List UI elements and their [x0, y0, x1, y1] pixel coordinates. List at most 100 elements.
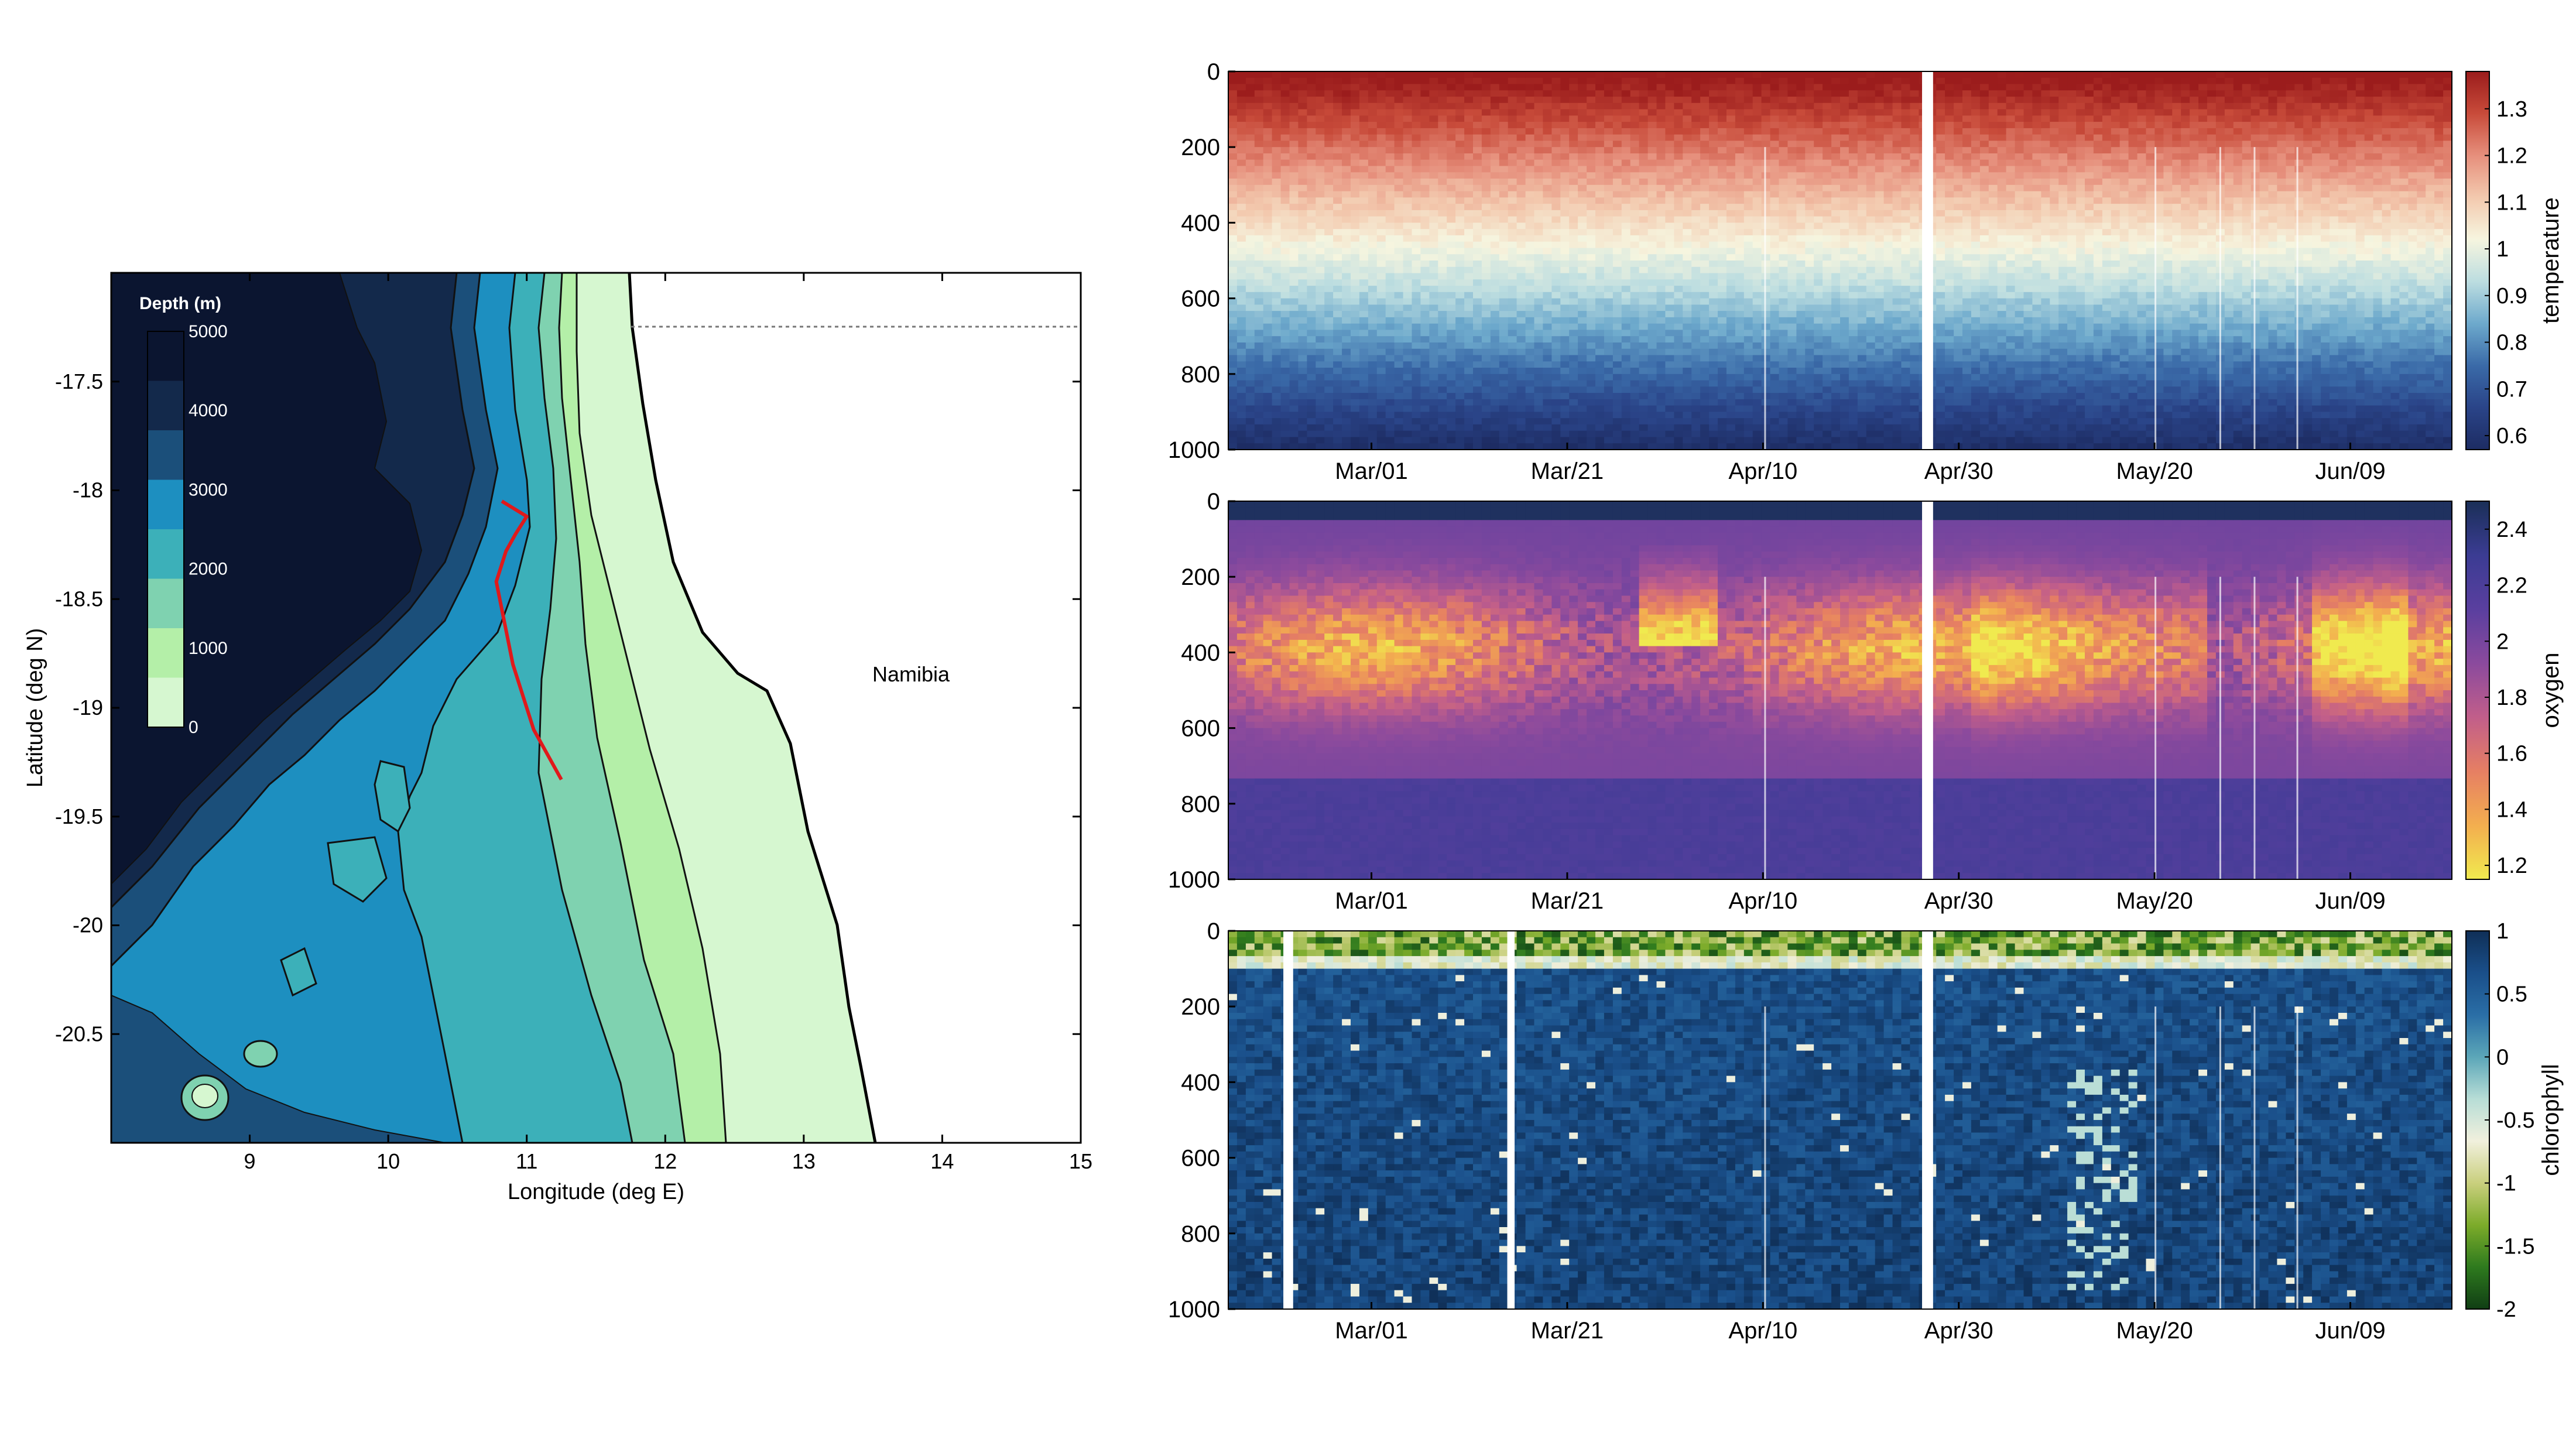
temperature-cell [1902, 336, 1911, 343]
temperature-cell [1491, 355, 1500, 362]
temperature-cell [1368, 204, 1378, 211]
temperature-cell [1902, 418, 1911, 425]
temperature-cell [1735, 128, 1745, 135]
temperature-cell [1700, 147, 1710, 154]
temperature-cell [1779, 166, 1789, 173]
temperature-cell [1359, 71, 1369, 78]
temperature-cell [1438, 248, 1447, 255]
temperature-cell [1543, 424, 1552, 431]
temperature-cell [1639, 115, 1649, 122]
temperature-cell [1420, 229, 1430, 236]
temperature-cell [1691, 393, 1701, 400]
temperature-cell [1237, 324, 1246, 331]
temperature-cell [1665, 248, 1674, 255]
temperature-cell [1482, 355, 1491, 362]
temperature-cell [1455, 336, 1465, 343]
temperature-cell [1246, 304, 1255, 311]
temperature-cell [1420, 324, 1430, 331]
temperature-cell [1403, 222, 1413, 229]
temperature-cell [1787, 210, 1797, 217]
temperature-cell [1377, 418, 1386, 425]
temperature-cell [1298, 179, 1307, 186]
temperature-cell [1368, 304, 1378, 311]
temperature-cell [1823, 90, 1832, 97]
temperature-cell [1831, 393, 1841, 400]
temperature-cell [1718, 128, 1727, 135]
temperature-cell [1386, 185, 1395, 192]
temperature-cell [1272, 361, 1282, 368]
temperature-cell [1290, 115, 1299, 122]
temperature-cell [1263, 273, 1273, 280]
temperature-cell [1281, 204, 1290, 211]
temperature-cell [1770, 336, 1780, 343]
temperature-cell [1342, 172, 1351, 179]
temperature-cell [1866, 210, 1876, 217]
temperature-cell [1228, 71, 1238, 78]
temperature-cell [1630, 279, 1640, 286]
temperature-cell [1272, 304, 1282, 311]
temperature-cell [1849, 292, 1858, 299]
temperature-cell [1718, 279, 1727, 286]
temperature-cell [1517, 381, 1526, 388]
temperature-cell [1858, 299, 1867, 306]
temperature-cell [1630, 361, 1640, 368]
temperature-cell [1395, 122, 1404, 129]
temperature-cell [1595, 393, 1605, 400]
temperature-cell [1753, 261, 1762, 268]
temperature-cell [1377, 115, 1386, 122]
temperature-cell [1534, 248, 1544, 255]
temperature-cell [1551, 374, 1561, 381]
temperature-cell [1595, 324, 1605, 331]
temperature-cell [1683, 217, 1692, 224]
temperature-cell [1333, 261, 1342, 268]
temperature-cell [1386, 299, 1395, 306]
temperature-cell [1473, 393, 1482, 400]
temperature-cell [1263, 185, 1273, 192]
temperature-cell [1595, 299, 1605, 306]
temperature-cell [1560, 437, 1570, 444]
temperature-cell [1744, 229, 1753, 236]
temperature-cell [1709, 84, 1718, 91]
temperature-cell [1403, 103, 1413, 110]
temperature-cell [1377, 254, 1386, 261]
temperature-cell [1491, 304, 1500, 311]
temperature-cell [1866, 141, 1876, 148]
temperature-cell [1849, 103, 1858, 110]
temperature-cell [1316, 381, 1325, 388]
temperature-cell [1578, 166, 1587, 173]
temperature-cell [1910, 166, 1919, 173]
temperature-cell [1639, 210, 1649, 217]
temperature-cell [1936, 172, 1945, 179]
temperature-cell [1875, 261, 1885, 268]
temperature-cell [1884, 84, 1893, 91]
temperature-cell [1683, 292, 1692, 299]
temperature-cell [1368, 342, 1378, 350]
temperature-cell [1420, 160, 1430, 167]
temperature-cell [1395, 128, 1404, 135]
temperature-cell [1560, 84, 1570, 91]
temperature-cell [1910, 97, 1919, 104]
temperature-cell [1534, 235, 1544, 242]
temperature-cell [1526, 191, 1535, 198]
temperature-cell [1823, 71, 1832, 78]
temperature-cell [1255, 222, 1264, 229]
temperature-cell [1551, 210, 1561, 217]
temperature-cell [1403, 399, 1413, 406]
temperature-cell [1735, 147, 1745, 154]
temperature-cell [1526, 172, 1535, 179]
temperature-cell [1333, 204, 1342, 211]
temperature-cell [1613, 311, 1622, 318]
temperature-cell [1893, 393, 1902, 400]
temperature-cell [1429, 412, 1438, 419]
temperature-cell [1263, 336, 1273, 343]
temperature-cell [1403, 431, 1413, 438]
temperature-cell [1316, 115, 1325, 122]
temperature-cell [1307, 386, 1316, 393]
temperature-cell [1420, 406, 1430, 413]
temperature-cell [1727, 160, 1736, 167]
temperature-cell [1263, 424, 1273, 431]
temperature-cell [1691, 254, 1701, 261]
temperature-cell [1551, 330, 1561, 337]
temperature-cell [1831, 84, 1841, 91]
temperature-cell [1438, 368, 1447, 375]
